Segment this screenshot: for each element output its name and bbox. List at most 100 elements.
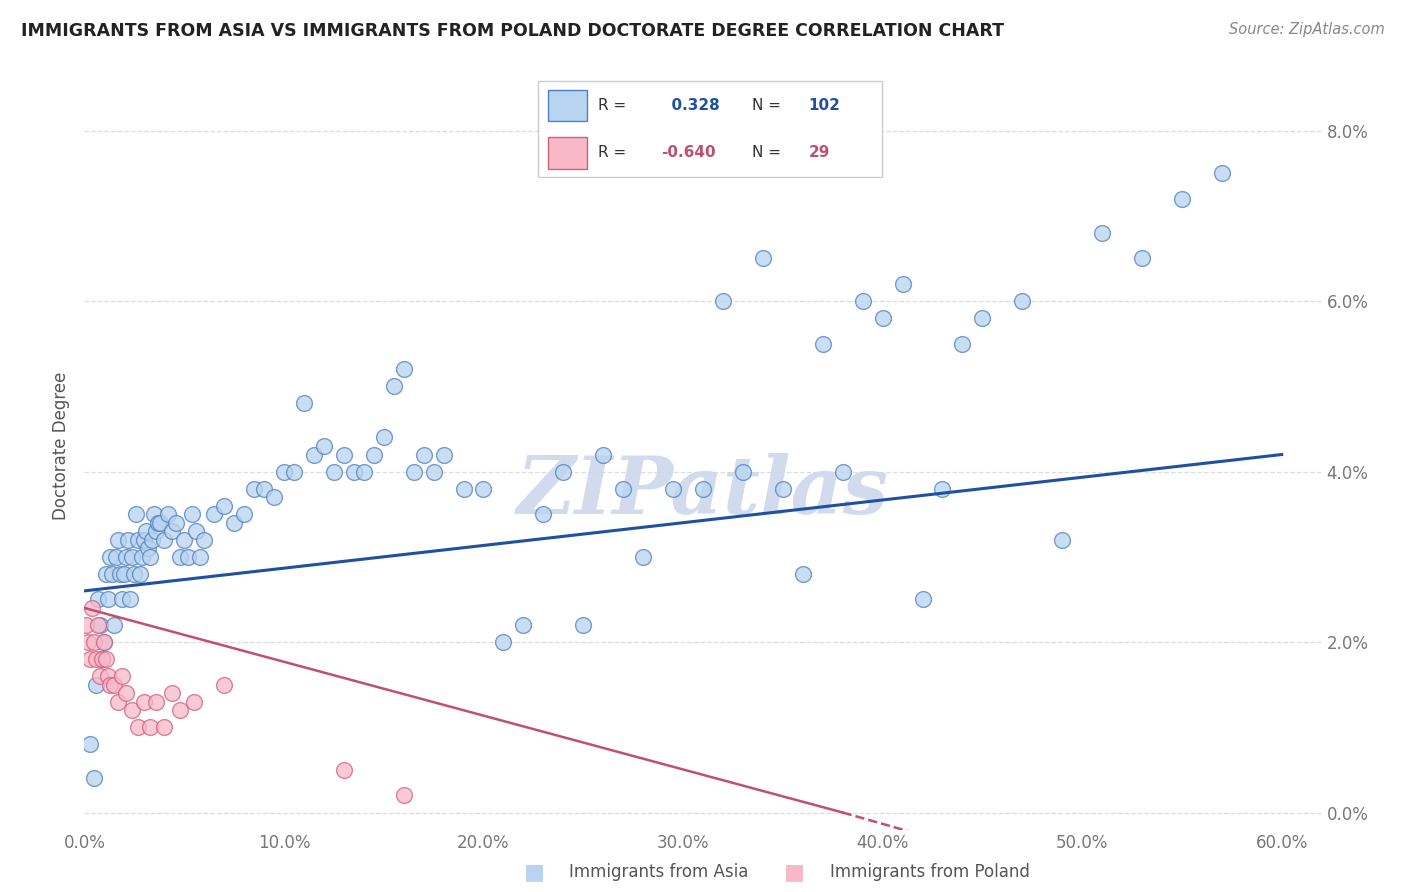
- Point: [93, 635, 115, 649]
- Point: [105, 549, 128, 564]
- Point: [87, 618, 110, 632]
- Point: [302, 448, 325, 462]
- Point: [831, 465, 853, 479]
- Point: [592, 448, 614, 462]
- Point: [79, 652, 101, 666]
- Point: [136, 541, 159, 556]
- Point: [1091, 226, 1114, 240]
- Point: [87, 592, 110, 607]
- Point: [612, 482, 634, 496]
- Point: [233, 507, 256, 521]
- Point: [134, 533, 156, 547]
- Point: [86, 652, 108, 666]
- Point: [96, 652, 118, 666]
- Point: [107, 695, 129, 709]
- Point: [117, 533, 139, 547]
- Point: [711, 294, 734, 309]
- FancyBboxPatch shape: [537, 81, 883, 178]
- Text: ■: ■: [785, 863, 804, 882]
- Point: [363, 448, 385, 462]
- Point: [169, 703, 191, 717]
- Point: [89, 669, 111, 683]
- Point: [93, 635, 115, 649]
- Point: [412, 448, 434, 462]
- Point: [1211, 166, 1233, 180]
- Point: [422, 465, 444, 479]
- Point: [139, 549, 162, 564]
- Point: [772, 482, 794, 496]
- Point: [86, 678, 108, 692]
- Point: [343, 465, 366, 479]
- Point: [283, 465, 305, 479]
- Point: [91, 652, 114, 666]
- Point: [135, 524, 157, 539]
- Point: [1050, 533, 1073, 547]
- Y-axis label: Doctorate Degree: Doctorate Degree: [52, 372, 70, 520]
- Point: [169, 549, 191, 564]
- Point: [183, 695, 205, 709]
- Point: [122, 566, 145, 581]
- Point: [143, 507, 166, 521]
- Point: [181, 507, 204, 521]
- Point: [453, 482, 475, 496]
- Point: [402, 465, 425, 479]
- Text: -0.640: -0.640: [661, 145, 716, 161]
- Point: [263, 490, 285, 504]
- Text: Source: ZipAtlas.com: Source: ZipAtlas.com: [1229, 22, 1385, 37]
- Point: [165, 516, 187, 530]
- Point: [333, 763, 356, 777]
- Point: [153, 533, 176, 547]
- Point: [333, 448, 356, 462]
- Point: [872, 311, 894, 326]
- Point: [531, 507, 554, 521]
- Point: [145, 695, 167, 709]
- Point: [79, 737, 101, 751]
- Point: [157, 507, 180, 521]
- FancyBboxPatch shape: [548, 137, 588, 169]
- Point: [91, 652, 114, 666]
- Text: R =: R =: [598, 145, 626, 161]
- Point: [222, 516, 245, 530]
- Point: [662, 482, 685, 496]
- Point: [243, 482, 266, 496]
- Point: [98, 549, 121, 564]
- Point: [160, 686, 183, 700]
- Point: [125, 507, 148, 521]
- Text: 102: 102: [808, 98, 841, 113]
- Point: [75, 618, 97, 632]
- Point: [148, 516, 170, 530]
- Point: [212, 499, 235, 513]
- Point: [127, 533, 149, 547]
- Point: [512, 618, 534, 632]
- Point: [101, 566, 124, 581]
- Point: [631, 549, 654, 564]
- Point: [129, 566, 152, 581]
- Point: [312, 439, 335, 453]
- Point: [792, 566, 814, 581]
- Point: [891, 277, 914, 291]
- Point: [852, 294, 875, 309]
- Point: [153, 720, 176, 734]
- Point: [83, 635, 105, 649]
- Text: Immigrants from Poland: Immigrants from Poland: [830, 863, 1029, 881]
- Point: [127, 720, 149, 734]
- Point: [134, 695, 156, 709]
- Point: [97, 669, 120, 683]
- Point: [373, 430, 395, 444]
- Point: [141, 533, 163, 547]
- Point: [115, 686, 138, 700]
- Point: [103, 618, 125, 632]
- Point: [212, 678, 235, 692]
- Point: [472, 482, 495, 496]
- Text: N =: N =: [752, 98, 782, 113]
- Point: [111, 592, 134, 607]
- Point: [96, 566, 118, 581]
- Point: [121, 703, 143, 717]
- Point: [202, 507, 225, 521]
- Point: [1171, 192, 1194, 206]
- Point: [392, 362, 415, 376]
- Point: [149, 516, 172, 530]
- Point: [82, 601, 104, 615]
- Point: [273, 465, 295, 479]
- Point: [292, 396, 315, 410]
